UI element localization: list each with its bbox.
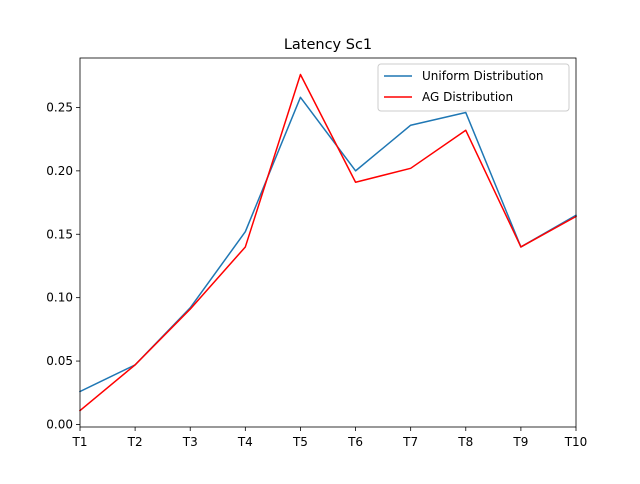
y-tick-label: 0.15 bbox=[46, 227, 73, 241]
y-tick-label: 0.00 bbox=[46, 417, 73, 431]
plot-area bbox=[78, 73, 578, 412]
x-tick-label: T1 bbox=[72, 435, 88, 449]
y-tick-label: 0.05 bbox=[46, 354, 73, 368]
x-tick-label: T4 bbox=[237, 435, 253, 449]
x-tick-label: T3 bbox=[182, 435, 198, 449]
series-line-1 bbox=[78, 96, 578, 393]
legend-box bbox=[377, 63, 570, 112]
y-tick-label: 0.20 bbox=[46, 164, 73, 178]
y-tick-label: 0.25 bbox=[46, 100, 73, 114]
series-line-2 bbox=[78, 73, 578, 412]
x-tick-label: T7 bbox=[402, 435, 418, 449]
legend-label-2: AG Distribution bbox=[422, 90, 513, 104]
x-tick-label: T8 bbox=[457, 435, 473, 449]
plot-frame bbox=[79, 57, 577, 428]
legend-label-1: Uniform Distribution bbox=[422, 69, 544, 83]
x-tick-label: T10 bbox=[564, 435, 588, 449]
y-tick-label: 0.10 bbox=[46, 291, 73, 305]
x-tick-label: T5 bbox=[292, 435, 308, 449]
axes: T1 T2 T3 T4 T5 T6 T7 T8 T9 T10 0.00 0.05 0.10 0.15 0.2… bbox=[46, 57, 588, 449]
legend: Uniform Distribution AG Distribution bbox=[377, 63, 570, 112]
x-tick-label: T2 bbox=[127, 435, 143, 449]
chart-title: Latency Sc1 bbox=[284, 37, 372, 53]
x-tick-label: T9 bbox=[512, 435, 528, 449]
x-tick-label: T6 bbox=[347, 435, 363, 449]
